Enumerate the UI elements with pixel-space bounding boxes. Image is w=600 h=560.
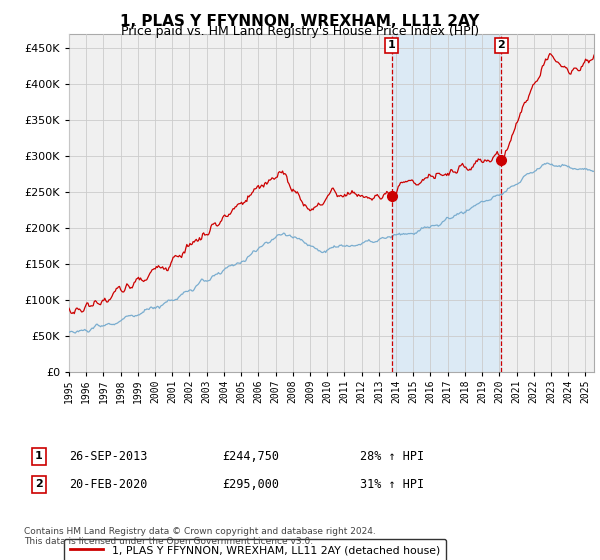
Bar: [392, 34, 502, 372]
Text: £244,750: £244,750: [222, 450, 279, 463]
Text: Contains HM Land Registry data © Crown copyright and database right 2024.
This d: Contains HM Land Registry data © Crown c…: [24, 526, 376, 546]
Text: 1: 1: [35, 451, 43, 461]
Text: 28% ↑ HPI: 28% ↑ HPI: [360, 450, 424, 463]
Text: 1, PLAS Y FFYNNON, WREXHAM, LL11 2AY: 1, PLAS Y FFYNNON, WREXHAM, LL11 2AY: [121, 14, 479, 29]
Text: Price paid vs. HM Land Registry's House Price Index (HPI): Price paid vs. HM Land Registry's House …: [121, 25, 479, 38]
Legend: 1, PLAS Y FFYNNON, WREXHAM, LL11 2AY (detached house), HPI: Average price, detac: 1, PLAS Y FFYNNON, WREXHAM, LL11 2AY (de…: [64, 539, 446, 560]
Text: 2: 2: [35, 479, 43, 489]
Text: 20-FEB-2020: 20-FEB-2020: [69, 478, 148, 491]
Text: £295,000: £295,000: [222, 478, 279, 491]
Text: 26-SEP-2013: 26-SEP-2013: [69, 450, 148, 463]
Text: 31% ↑ HPI: 31% ↑ HPI: [360, 478, 424, 491]
Text: 2: 2: [497, 40, 505, 50]
Text: 1: 1: [388, 40, 395, 50]
